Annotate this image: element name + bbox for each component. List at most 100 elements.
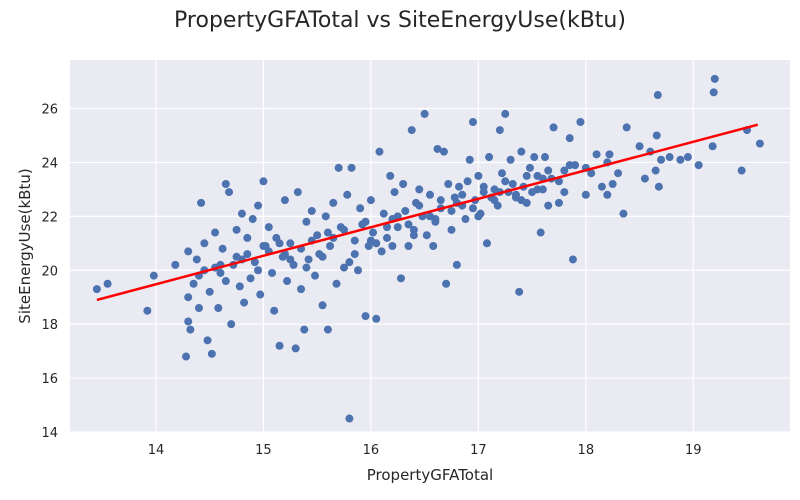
data-point [651, 166, 660, 175]
x-tick-label: 18 [578, 443, 595, 458]
data-point [218, 244, 227, 253]
data-point [708, 142, 717, 151]
data-point [431, 215, 440, 224]
data-point [455, 182, 464, 191]
data-point [192, 255, 201, 264]
data-point [318, 252, 327, 261]
data-point [404, 242, 413, 250]
data-point [536, 228, 545, 237]
data-point [280, 196, 289, 205]
y-tick-label: 22 [41, 210, 58, 225]
data-point [390, 188, 399, 197]
data-point [366, 196, 375, 205]
fit-line [96, 123, 759, 302]
data-point [383, 233, 392, 242]
data-point [565, 161, 574, 170]
x-tick-label: 17 [470, 443, 487, 458]
data-point [415, 201, 424, 210]
data-point [401, 206, 410, 215]
data-point [439, 147, 448, 156]
data-point [302, 263, 311, 272]
data-point [522, 171, 531, 180]
data-point [375, 147, 384, 156]
data-point [227, 320, 236, 329]
data-point [694, 161, 703, 170]
data-point [275, 239, 284, 248]
data-point [225, 188, 234, 197]
data-point [321, 212, 330, 221]
data-point [479, 182, 488, 191]
data-point [300, 325, 309, 334]
data-point [463, 177, 472, 186]
data-point [293, 188, 302, 197]
axis-ticks: 14 15 16 17 18 19 14 16 18 20 22 24 26 [41, 103, 701, 458]
data-point [103, 279, 112, 288]
data-point [240, 298, 249, 307]
data-point [587, 169, 596, 178]
data-point [354, 266, 362, 275]
data-point [442, 279, 451, 288]
data-point [568, 255, 577, 264]
data-point [560, 166, 569, 175]
data-point [709, 88, 718, 97]
data-point [256, 290, 265, 299]
data-point [409, 231, 418, 240]
data-point [211, 228, 220, 237]
data-point [297, 285, 306, 294]
data-point [407, 126, 416, 135]
chart-title: PropertyGFATotal vs SiteEnergyUse(kBtu) [174, 8, 626, 33]
data-point [565, 134, 574, 143]
data-point [326, 242, 335, 250]
data-point [264, 223, 273, 232]
data-point [485, 153, 494, 162]
y-tick-label: 18 [41, 318, 58, 333]
data-point [508, 180, 517, 188]
data-point [404, 220, 413, 229]
data-point [710, 74, 719, 83]
y-tick-label: 20 [41, 264, 58, 279]
data-point [549, 123, 558, 132]
y-tick-label: 14 [41, 426, 58, 441]
data-point [268, 268, 277, 277]
data-point [415, 185, 424, 194]
data-point [657, 155, 666, 164]
data-point [221, 180, 230, 188]
data-point [652, 131, 661, 140]
data-point [361, 217, 370, 226]
data-point [605, 150, 614, 159]
data-point [396, 274, 405, 283]
data-point [501, 109, 510, 118]
data-point [334, 163, 343, 172]
data-point [207, 349, 216, 358]
data-point [540, 153, 549, 162]
data-point [200, 239, 209, 248]
data-point [444, 180, 453, 188]
data-point [379, 209, 388, 218]
data-point [530, 153, 539, 162]
data-point [189, 279, 198, 288]
data-point [447, 225, 456, 234]
x-tick-label: 19 [685, 443, 702, 458]
data-point [329, 198, 338, 207]
data-point [250, 258, 259, 267]
data-point [171, 260, 180, 269]
data-point [205, 287, 214, 296]
data-point [318, 301, 327, 310]
data-point [345, 258, 354, 267]
data-point [737, 166, 746, 175]
data-point [581, 190, 590, 199]
data-point [221, 277, 230, 286]
data-point [501, 177, 510, 186]
data-point [399, 180, 408, 188]
x-tick-label: 14 [148, 443, 165, 458]
data-point [468, 118, 477, 126]
data-point [515, 287, 524, 296]
data-point [283, 277, 292, 286]
data-point [433, 144, 442, 153]
data-point [347, 163, 356, 172]
data-point [286, 239, 295, 248]
data-point [149, 271, 158, 280]
data-point [482, 239, 491, 248]
data-point [369, 228, 378, 237]
